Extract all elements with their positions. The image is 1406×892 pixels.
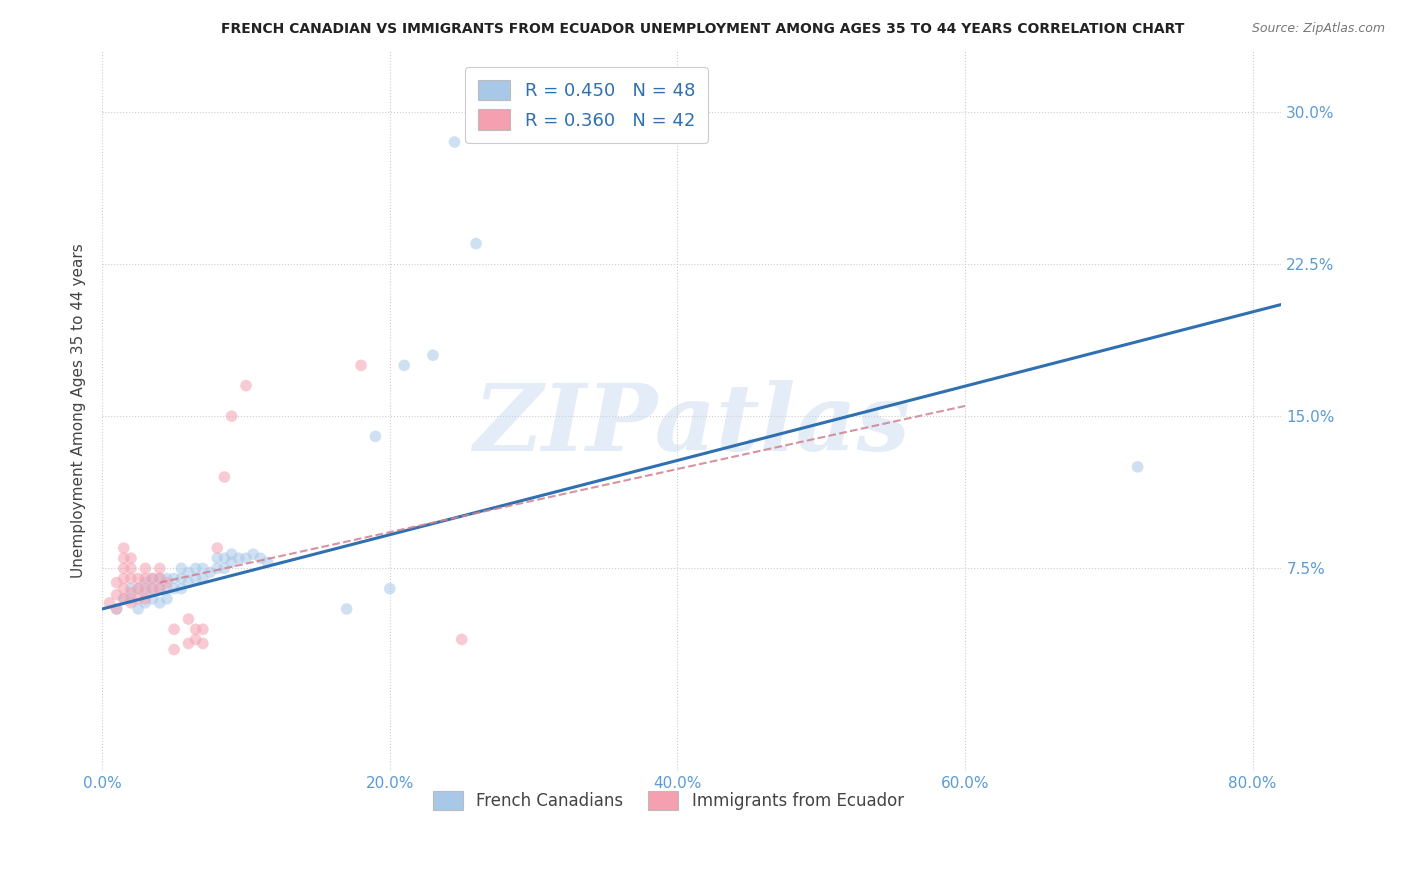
Point <box>127 591 149 606</box>
Point <box>465 236 488 251</box>
Point <box>191 561 214 575</box>
Point <box>112 591 135 606</box>
Point <box>177 636 200 650</box>
Point <box>156 591 179 606</box>
Point <box>149 572 172 586</box>
Point <box>336 602 359 616</box>
Text: ZIPatlas: ZIPatlas <box>474 381 910 470</box>
Legend: French Canadians, Immigrants from Ecuador: French Canadians, Immigrants from Ecuado… <box>426 785 910 817</box>
Point <box>242 547 264 561</box>
Point <box>134 596 156 610</box>
Point <box>127 582 149 596</box>
Point <box>207 541 229 555</box>
Point <box>112 582 135 596</box>
Point <box>120 551 142 566</box>
Point <box>112 551 135 566</box>
Point <box>141 582 163 596</box>
Point <box>350 359 373 373</box>
Point <box>214 561 236 575</box>
Point <box>134 572 156 586</box>
Point <box>184 561 207 575</box>
Point <box>235 551 257 566</box>
Point <box>450 632 472 647</box>
Point <box>207 561 229 575</box>
Point <box>149 561 172 575</box>
Point <box>256 555 278 569</box>
Point <box>378 582 401 596</box>
Point <box>134 561 156 575</box>
Point <box>127 582 149 596</box>
Point <box>163 622 186 636</box>
Point <box>149 596 172 610</box>
Point <box>198 566 221 580</box>
Point <box>105 602 128 616</box>
Point <box>105 602 128 616</box>
Point <box>149 582 172 596</box>
Point <box>120 561 142 575</box>
Point <box>112 591 135 606</box>
Point <box>177 612 200 626</box>
Point <box>163 572 186 586</box>
Point <box>163 582 186 596</box>
Point <box>105 575 128 590</box>
Point <box>221 547 243 561</box>
Point <box>112 541 135 555</box>
Point <box>184 622 207 636</box>
Point <box>214 551 236 566</box>
Point <box>141 572 163 586</box>
Point <box>134 591 156 606</box>
Point <box>120 572 142 586</box>
Point <box>422 348 444 362</box>
Point <box>149 582 172 596</box>
Point <box>105 588 128 602</box>
Point <box>170 572 193 586</box>
Point <box>207 551 229 566</box>
Point <box>112 572 135 586</box>
Point <box>191 622 214 636</box>
Point <box>221 555 243 569</box>
Point <box>134 585 156 599</box>
Point <box>177 566 200 580</box>
Point <box>163 642 186 657</box>
Point <box>364 429 387 443</box>
Point <box>120 585 142 599</box>
Point <box>120 582 142 596</box>
Point <box>177 575 200 590</box>
Point <box>156 575 179 590</box>
Point <box>170 561 193 575</box>
Point <box>120 591 142 606</box>
Point <box>443 135 465 149</box>
Point <box>141 582 163 596</box>
Point <box>214 470 236 484</box>
Point <box>127 572 149 586</box>
Point <box>112 561 135 575</box>
Point <box>184 632 207 647</box>
Point <box>149 572 172 586</box>
Point <box>141 591 163 606</box>
Point <box>141 572 163 586</box>
Point <box>120 596 142 610</box>
Y-axis label: Unemployment Among Ages 35 to 44 years: Unemployment Among Ages 35 to 44 years <box>72 244 86 578</box>
Point <box>249 551 271 566</box>
Point <box>221 409 243 423</box>
Point <box>392 359 415 373</box>
Point <box>184 572 207 586</box>
Point <box>1126 459 1149 474</box>
Point <box>191 636 214 650</box>
Point <box>191 572 214 586</box>
Point <box>170 582 193 596</box>
Point <box>98 596 121 610</box>
Text: Source: ZipAtlas.com: Source: ZipAtlas.com <box>1251 22 1385 36</box>
Point <box>134 575 156 590</box>
Point <box>235 378 257 392</box>
Text: FRENCH CANADIAN VS IMMIGRANTS FROM ECUADOR UNEMPLOYMENT AMONG AGES 35 TO 44 YEAR: FRENCH CANADIAN VS IMMIGRANTS FROM ECUAD… <box>221 22 1185 37</box>
Point <box>228 551 250 566</box>
Point <box>134 582 156 596</box>
Point <box>127 602 149 616</box>
Point <box>156 572 179 586</box>
Point <box>156 582 179 596</box>
